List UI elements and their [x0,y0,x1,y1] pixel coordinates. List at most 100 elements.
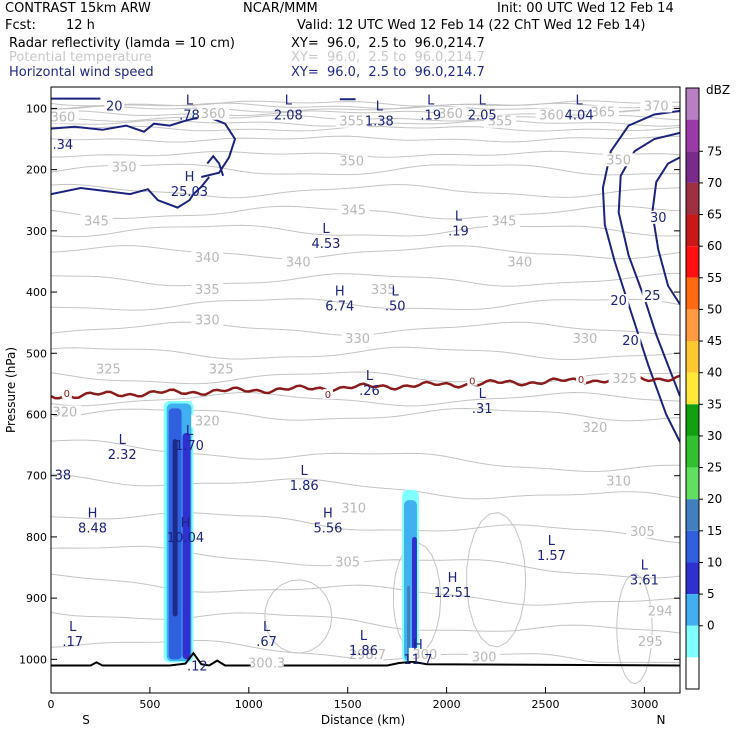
extrema-labels: L.78L2.08L1.38L.19L2.05L4.04H25.03L4.53L… [53,93,659,674]
colorbar-label: 65 [707,208,722,222]
theta-loop [392,542,442,654]
theta-isoline [51,511,680,544]
init-time: Init: 00 UTC Wed 12 Feb 14 [497,1,674,16]
x-tick-label: 2000 [433,698,461,711]
theta-label-bg [535,108,568,122]
theta-label-bg [92,362,125,376]
zero-label: 0 [469,377,475,388]
colorbar-label: 25 [707,461,722,475]
extremum-value: 1.70 [175,439,204,454]
extremum-value: 10.04 [167,531,204,546]
extremum-value: 2.32 [108,448,137,463]
wind-labels: 20 30 25 20 20 [104,99,669,349]
extremum-value: .31 [472,402,493,417]
theta-label: 325 [209,363,234,378]
theta-label: 345 [341,203,366,218]
wind-contour [51,114,237,178]
wind-label-bg [608,294,629,308]
colorbar-label: 5 [707,587,715,601]
extremum-type: L [548,534,556,549]
wind-speed-contours [51,97,680,443]
extremum-value: 4.53 [311,237,340,252]
freezing-level-line [51,374,680,400]
theta-label-bg [250,656,283,670]
theta-label-bg [487,214,520,228]
theta-label: 325 [612,372,637,387]
extremum-type: L [479,387,487,402]
colorbar-swatch [686,277,699,310]
center-label: NCAR/MMM [243,1,318,16]
theta-label: 305 [630,525,655,540]
theta-label-bg [578,420,611,434]
theta-label-bg [51,110,79,124]
field-reflectivity-xy: XY= 96.0, 2.5 to 96.0,214.7 [291,36,485,51]
theta-label-bg [608,371,641,385]
colorbar-label: 50 [707,302,722,316]
theta-label-bg [335,114,368,128]
colorbar-label: 0 [707,619,715,633]
y-tick-label: 400 [26,286,47,299]
theta-label: 295 [638,635,663,650]
extremum-value: 1.86 [290,479,319,494]
colorbar-label: 35 [707,397,722,411]
zero-label-bg [467,375,478,386]
extremum-value: 6.74 [325,299,354,314]
extremum-type: L [427,93,435,108]
colorbar-swatch [686,246,699,278]
extremum-value: 12.51 [434,586,471,601]
wind-contour [601,109,680,443]
theta-label-bg [191,313,224,327]
extremum-type: L [455,210,463,225]
theta-isoline [51,245,680,260]
theta-label-bg [191,414,224,428]
extremum-type: L [575,93,583,108]
reflectivity-column [172,438,178,617]
extremum-value: .67 [256,635,277,650]
extremum-value: 1.38 [365,115,394,130]
theta-label: 320 [583,421,608,436]
fcst-value: 12 h [66,18,95,33]
zero-label-bg [576,373,587,384]
extremum-value: .12 [187,660,208,675]
field-wind-name: Horizontal wind speed [9,65,154,80]
theta-label: 330 [195,314,220,329]
theta-loop [264,579,333,654]
theta-label-bg [408,647,441,661]
wind-contour [192,176,210,195]
theta-label-bg [108,160,141,174]
colorbar-swatch [686,119,699,152]
extremum-type: L [263,620,271,635]
x-end-label-north: N [657,713,666,727]
extremum-value: .34 [53,138,74,153]
field-reflectivity-name: Radar reflectivity (lamda = 10 cm) [9,36,235,51]
reflectivity-fill [163,401,419,663]
x-tick-label: 3000 [630,698,658,711]
theta-label-bg [569,332,602,346]
colorbar-swatch [686,625,699,658]
extremum-value: 5.56 [313,522,342,537]
extremum-type: L [376,100,384,115]
extremum-type: L [366,369,374,384]
theta-isoline [51,110,680,117]
theta-isoline [51,183,680,199]
wind-contour [617,131,680,397]
theta-isoline [51,224,680,238]
field-theta-xy: XY= 96.0, 2.5 to 96.0,214.7 [291,50,485,65]
theta-label: 365 [590,106,615,121]
extremum-type: L [322,222,330,237]
extremum-type: H [448,571,458,586]
x-tick-label: 1500 [334,698,362,711]
colorbar-swatch [686,562,699,595]
extremum-type: L [392,284,400,299]
extremum-value: .50 [385,299,406,314]
extremum-value: 25.03 [171,185,208,200]
theta-label-bg [351,647,384,661]
colorbar-swatch [686,214,699,247]
terrain-line [51,651,680,667]
zero-label-bg [322,389,333,400]
reflectivity-column [407,585,411,660]
theta-isoline [51,371,680,385]
extremum-value: .17 [62,635,83,650]
theta-loop [466,512,527,648]
